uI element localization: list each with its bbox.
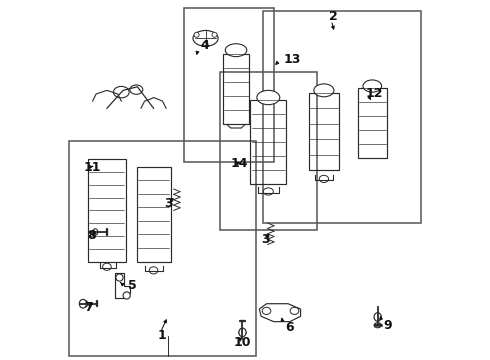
Ellipse shape	[212, 32, 217, 37]
Text: 1: 1	[157, 329, 166, 342]
Ellipse shape	[290, 307, 299, 315]
Bar	[184, 8, 274, 162]
Text: 10: 10	[234, 336, 251, 348]
Ellipse shape	[374, 313, 381, 321]
Text: 5: 5	[128, 279, 137, 292]
Ellipse shape	[239, 328, 246, 337]
Ellipse shape	[314, 84, 334, 97]
Ellipse shape	[149, 267, 158, 274]
Text: 13: 13	[284, 53, 301, 66]
Ellipse shape	[194, 32, 199, 37]
Ellipse shape	[263, 188, 273, 195]
Text: 12: 12	[365, 87, 383, 100]
Ellipse shape	[203, 42, 208, 47]
Ellipse shape	[123, 292, 130, 299]
Ellipse shape	[79, 300, 87, 308]
Ellipse shape	[363, 80, 382, 92]
Bar	[69, 140, 256, 356]
Text: 2: 2	[329, 10, 338, 23]
Text: 4: 4	[200, 39, 209, 52]
Text: 11: 11	[84, 161, 101, 174]
Text: 3: 3	[261, 233, 270, 246]
Bar	[220, 72, 317, 230]
Text: 3: 3	[164, 197, 173, 210]
Bar	[263, 12, 421, 223]
Ellipse shape	[116, 274, 123, 281]
Ellipse shape	[239, 330, 246, 335]
Ellipse shape	[257, 90, 280, 105]
Text: 9: 9	[383, 319, 392, 332]
Text: 8: 8	[87, 229, 96, 242]
Text: 7: 7	[84, 301, 93, 314]
Ellipse shape	[102, 263, 111, 270]
Ellipse shape	[113, 86, 129, 98]
Text: 6: 6	[285, 320, 294, 333]
Ellipse shape	[83, 301, 88, 307]
Ellipse shape	[225, 44, 247, 57]
Ellipse shape	[193, 31, 218, 46]
Ellipse shape	[262, 307, 271, 315]
Ellipse shape	[319, 175, 329, 183]
Text: 14: 14	[231, 157, 248, 170]
Ellipse shape	[130, 85, 143, 94]
Ellipse shape	[374, 323, 381, 328]
Ellipse shape	[93, 229, 98, 235]
